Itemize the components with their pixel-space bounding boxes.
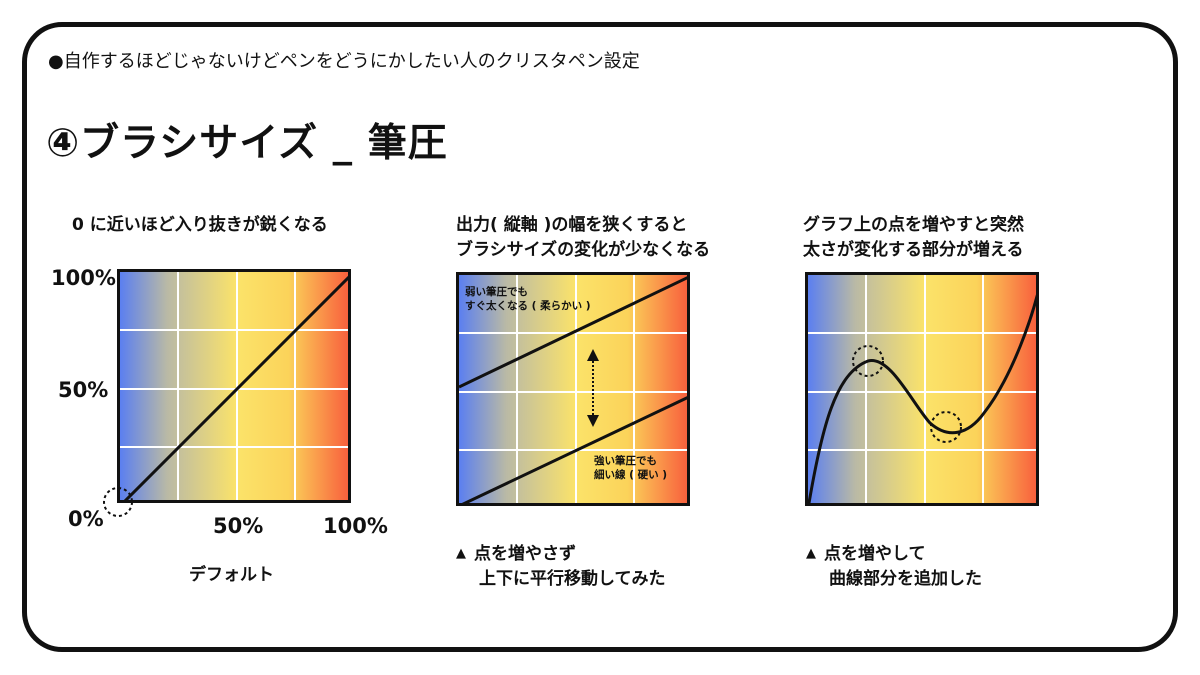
panel3-note: ▲ 点を増やして 曲線部分を追加した	[806, 541, 982, 592]
panel3-caption: グラフ上の点を増やすと突然 太さが変化する部分が増える	[803, 213, 1024, 263]
panel3-caption-line2: 太さが変化する部分が増える	[803, 240, 1024, 260]
panel3-graph	[805, 272, 1039, 506]
panel2-graph	[456, 272, 690, 506]
panel3-gridlines	[808, 275, 1036, 503]
panel1-ytick-50: 50%	[58, 378, 109, 402]
subtitle: ●自作するほどじゃないけどペンをどうにかしたい人のクリスタペン設定	[48, 51, 640, 72]
panel1-caption-text: 0 に近いほど入り抜きが鋭くなる	[72, 215, 328, 235]
panel1-bottom-label: デフォルト	[189, 565, 274, 585]
panel3-note-line1: ▲ 点を増やして	[806, 541, 982, 567]
panel1-graph	[117, 269, 351, 503]
panel2-caption-line1: 出力( 縦軸 )の幅を狭くすると	[456, 215, 688, 235]
panel1-caption: 0 に近いほど入り抜きが鋭くなる	[72, 213, 328, 238]
panel3-note-line1-text: 点を増やして	[824, 544, 926, 564]
panel1-origin-circle	[103, 487, 133, 517]
panel2-lower-curve	[461, 396, 687, 503]
panel2-shift-arrow	[587, 349, 599, 427]
panel2-note: ▲ 点を増やさず 上下に平行移動してみた	[456, 541, 666, 592]
panel2-inner-bottom-line2: 細い線 ( 硬い )	[594, 469, 668, 481]
panel2-inner-bottom-line1: 強い筆圧でも	[594, 455, 657, 467]
panel3-curve	[808, 294, 1036, 503]
panel3-peak-circle	[852, 345, 884, 377]
panel2-inner-top-line2: すぐ太くなる ( 柔らかい )	[465, 300, 591, 312]
panel3-note-line2: 曲線部分を追加した	[829, 569, 982, 589]
panel2-note-line2: 上下に平行移動してみた	[479, 569, 666, 589]
page-title: ④ブラシサイズ _ 筆圧	[46, 121, 448, 166]
panel1-curve	[123, 275, 348, 500]
panel2-inner-top-line1: 弱い筆圧でも	[465, 286, 528, 298]
panel1-graph-svg	[120, 272, 348, 500]
panel2-inner-note-bottom: 強い筆圧でも 細い線 ( 硬い )	[594, 454, 667, 482]
panel3-caption-line1: グラフ上の点を増やすと突然	[803, 215, 1024, 235]
panel1-ytick-0: 0%	[68, 507, 104, 531]
panel2-caption: 出力( 縦軸 )の幅を狭くすると ブラシサイズの変化が少なくなる	[456, 213, 710, 263]
panel2-inner-note-top: 弱い筆圧でも すぐ太くなる ( 柔らかい )	[465, 285, 591, 313]
panel2-note-line1-text: 点を増やさず	[474, 544, 576, 564]
panel1-ytick-100: 100%	[51, 266, 116, 290]
panel2-upper-curve	[459, 276, 687, 389]
panel3-graph-svg	[808, 275, 1036, 503]
panel2-caption-line2: ブラシサイズの変化が少なくなる	[456, 240, 711, 260]
triangle-up-icon: ▲	[806, 546, 816, 561]
panel2-graph-svg	[459, 275, 687, 503]
panel2-note-line1: ▲ 点を増やさず	[456, 541, 666, 567]
panel1-xtick-50: 50%	[213, 514, 264, 538]
panel1-xtick-100: 100%	[323, 514, 388, 538]
triangle-up-icon: ▲	[456, 546, 466, 561]
panel3-valley-circle	[930, 411, 962, 443]
